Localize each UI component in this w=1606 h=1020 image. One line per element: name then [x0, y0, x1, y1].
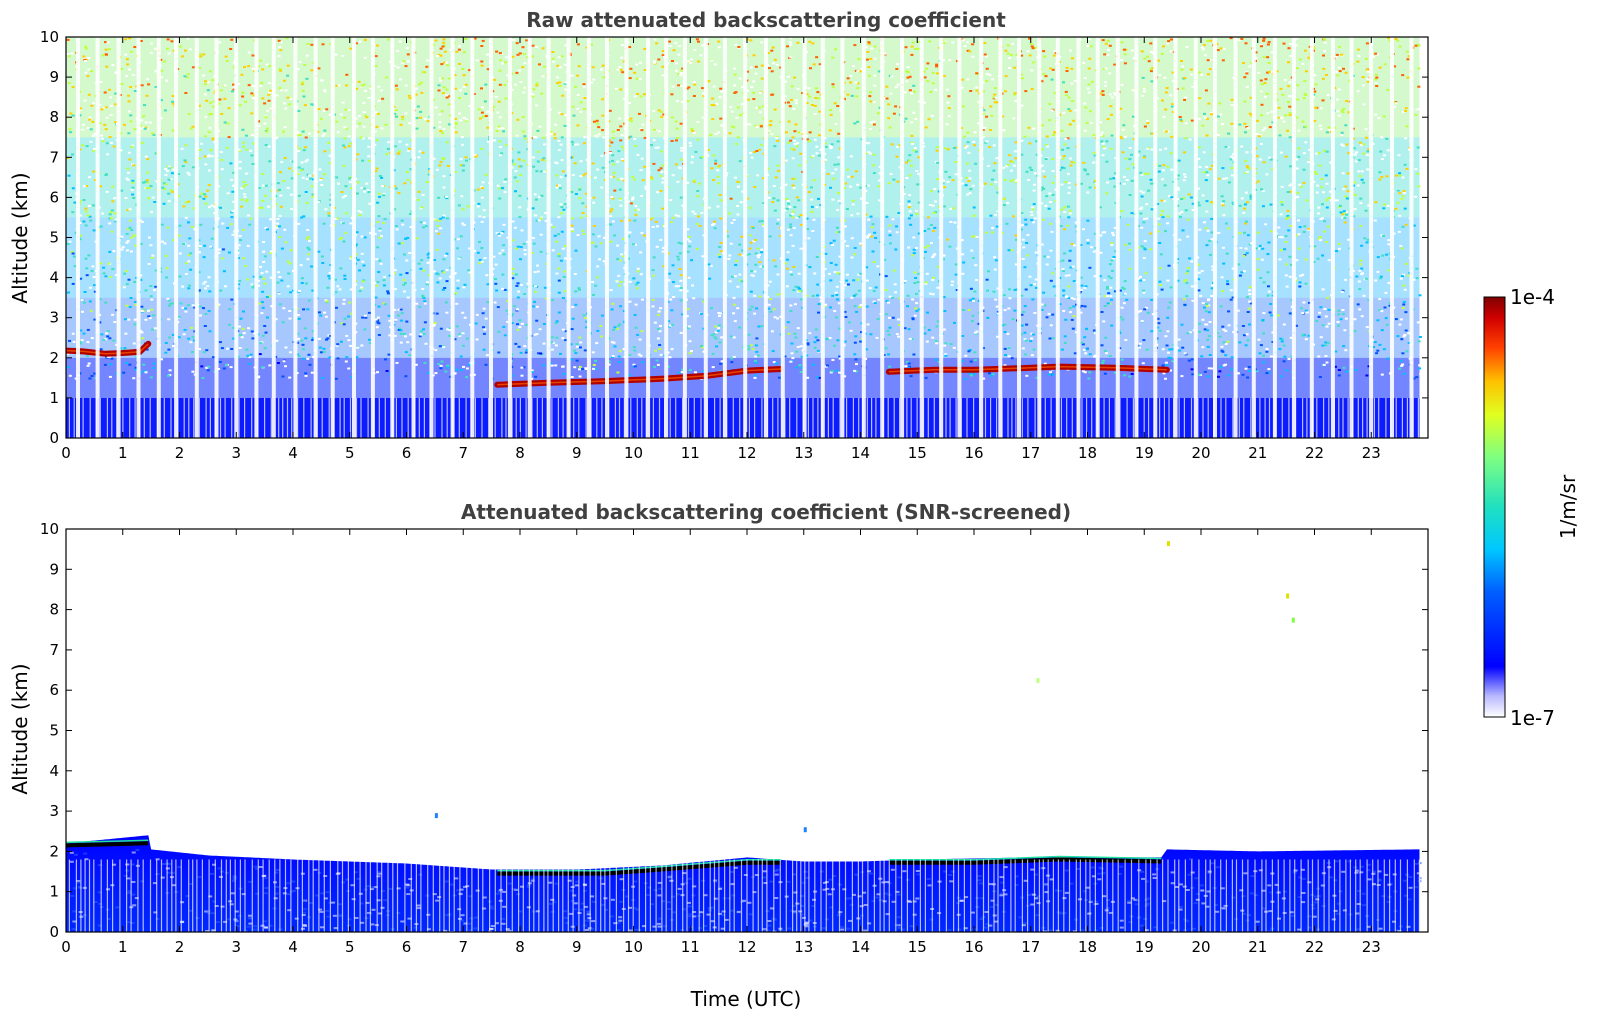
panel2-heatmap	[66, 541, 1422, 932]
p1-xtick-label: 6	[402, 444, 412, 462]
p1-ytick-label: 9	[49, 68, 59, 86]
p1-ytick-label: 10	[40, 28, 59, 46]
p2-xtick-label: 1	[118, 938, 128, 956]
p1-xtick-label: 21	[1248, 444, 1267, 462]
p2-xtick-label: 9	[572, 938, 582, 956]
panel2-xlabel: Time (UTC)	[690, 987, 802, 1011]
p1-ytick-label: 5	[49, 229, 59, 247]
colorbar-max-label: 1e-4	[1510, 285, 1555, 309]
p1-xtick-label: 19	[1135, 444, 1154, 462]
panel2-speck-1	[1286, 593, 1290, 599]
p1-xtick-label: 3	[231, 444, 241, 462]
panel2-title: Attenuated backscattering coefficient (S…	[461, 500, 1071, 524]
panel1-ylabel: Altitude (km)	[8, 172, 32, 303]
p1-xtick-label: 18	[1078, 444, 1097, 462]
p1-xtick-label: 12	[737, 444, 756, 462]
p1-xtick-label: 8	[515, 444, 525, 462]
p2-ytick-label: 8	[49, 601, 59, 619]
p1-xtick-label: 15	[908, 444, 927, 462]
p1-xtick-label: 0	[61, 444, 71, 462]
p1-xtick-label: 20	[1191, 444, 1210, 462]
p2-xtick-label: 3	[231, 938, 241, 956]
p1-data-gaps	[68, 37, 1419, 438]
p2-xtick-label: 10	[624, 938, 643, 956]
p2-xtick-label: 15	[908, 938, 927, 956]
p1-xtick-label: 22	[1305, 444, 1324, 462]
p1-ytick-label: 2	[49, 349, 59, 367]
p2-xtick-label: 2	[175, 938, 185, 956]
p2-xtick-label: 0	[61, 938, 71, 956]
panel1-title: Raw attenuated backscattering coefficien…	[526, 8, 1006, 32]
colorbar-unit-label: 1/m/sr	[1556, 474, 1580, 539]
p1-xtick-label: 5	[345, 444, 355, 462]
p1-xtick-label: 23	[1362, 444, 1381, 462]
panel2-speck-5	[803, 827, 807, 833]
panel2-speck-2	[1291, 617, 1295, 623]
p1-xtick-label: 4	[288, 444, 298, 462]
p2-data-gaps	[68, 859, 1420, 932]
p1-ytick-label: 7	[49, 148, 59, 166]
p2-xtick-label: 6	[402, 938, 412, 956]
p1-xtick-label: 13	[794, 444, 813, 462]
p2-xtick-label: 7	[458, 938, 468, 956]
p1-xtick-label: 17	[1021, 444, 1040, 462]
p1-xtick-label: 14	[851, 444, 870, 462]
p2-ytick-label: 7	[49, 641, 59, 659]
snr-screened-panel: Attenuated backscattering coefficient (S…	[8, 500, 1429, 1011]
p2-ytick-label: 9	[49, 560, 59, 578]
p2-ytick-label: 4	[49, 762, 59, 780]
p1-xtick-label: 11	[681, 444, 700, 462]
p2-xtick-label: 4	[288, 938, 298, 956]
p2-xtick-label: 18	[1078, 938, 1097, 956]
p2-ytick-label: 2	[49, 842, 59, 860]
p2-xtick-label: 8	[515, 938, 525, 956]
p1-ytick-label: 3	[49, 309, 59, 327]
p1-xtick-label: 1	[118, 444, 128, 462]
p2-ytick-label: 1	[49, 883, 59, 901]
colorbar: 1e-4 1e-7 1/m/sr	[1483, 285, 1580, 730]
p1-ytick-label: 8	[49, 108, 59, 126]
panel1-heatmap	[66, 37, 1423, 438]
colorbar-gradient	[1483, 296, 1506, 718]
p2-xtick-label: 14	[851, 938, 870, 956]
p1-ytick-label: 4	[49, 269, 59, 287]
p2-xtick-label: 11	[681, 938, 700, 956]
panel2-ylabel: Altitude (km)	[8, 663, 32, 794]
p1-xtick-label: 7	[458, 444, 468, 462]
p2-xtick-label: 23	[1362, 938, 1381, 956]
panel2-cloud-edge-2	[888, 857, 1162, 865]
p1-ytick-label: 6	[49, 188, 59, 206]
p2-xtick-label: 17	[1021, 938, 1040, 956]
colorbar-min-label: 1e-7	[1510, 706, 1555, 730]
p2-xtick-label: 13	[794, 938, 813, 956]
panel2-cloud-edge-0	[66, 841, 149, 848]
p1-xtick-label: 10	[624, 444, 643, 462]
panel2-speck-4	[434, 813, 438, 819]
p2-xtick-label: 19	[1135, 938, 1154, 956]
p2-xtick-label: 22	[1305, 938, 1324, 956]
p2-ytick-label: 0	[49, 923, 59, 941]
p1-xtick-label: 2	[175, 444, 185, 462]
p2-ytick-label: 6	[49, 681, 59, 699]
p2-xtick-label: 12	[737, 938, 756, 956]
p2-xtick-label: 21	[1248, 938, 1267, 956]
p1-xtick-label: 9	[572, 444, 582, 462]
raw-backscatter-panel: Raw attenuated backscattering coefficien…	[8, 8, 1429, 462]
p1-ytick-label: 0	[49, 429, 59, 447]
p2-ytick-label: 5	[49, 722, 59, 740]
p2-ytick-label: 10	[40, 520, 59, 538]
panel2-speck-0	[1166, 541, 1170, 547]
p2-xtick-label: 16	[964, 938, 983, 956]
p2-ytick-label: 3	[49, 802, 59, 820]
p2-xtick-label: 20	[1191, 938, 1210, 956]
p2-xtick-label: 5	[345, 938, 355, 956]
panel2-speck-3	[1036, 678, 1040, 684]
p1-xtick-label: 16	[964, 444, 983, 462]
p1-ytick-label: 1	[49, 389, 59, 407]
